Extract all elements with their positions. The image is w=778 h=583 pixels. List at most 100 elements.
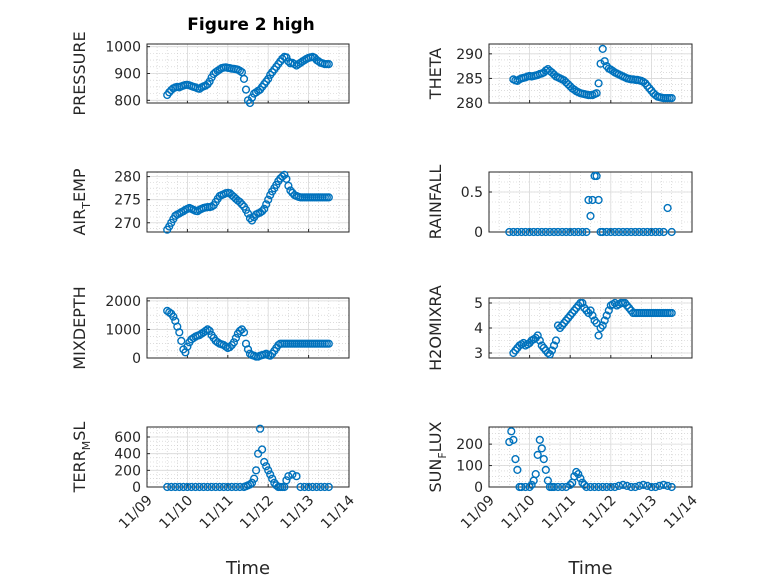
y-axis-label: H2OMIXRA bbox=[426, 285, 445, 371]
data-point bbox=[247, 93, 257, 102]
axes-frame bbox=[488, 43, 693, 104]
data-point bbox=[308, 482, 317, 492]
data-point bbox=[572, 467, 581, 477]
data-point bbox=[183, 342, 192, 351]
data-point bbox=[262, 349, 271, 358]
y-tick-label: 2000 bbox=[105, 294, 141, 310]
data-point bbox=[647, 227, 656, 237]
y-tick-label: 900 bbox=[114, 67, 141, 83]
data-point bbox=[598, 44, 607, 54]
data-point bbox=[239, 328, 249, 337]
data-point bbox=[582, 227, 591, 237]
figure-title: Figure 2 high bbox=[187, 15, 315, 35]
data-point bbox=[582, 482, 591, 492]
data-point bbox=[278, 172, 287, 181]
data-point bbox=[639, 480, 648, 490]
data-point bbox=[264, 195, 273, 204]
data-point bbox=[533, 227, 542, 237]
data-point bbox=[256, 424, 265, 433]
data-point bbox=[535, 435, 544, 445]
y-tick-label: 100 bbox=[456, 459, 483, 475]
data-point bbox=[324, 193, 333, 202]
data-point bbox=[237, 200, 247, 209]
data-point bbox=[316, 482, 325, 492]
data-point bbox=[574, 470, 583, 479]
data-point bbox=[614, 481, 624, 491]
data-point bbox=[268, 474, 277, 483]
y-tick-label: 800 bbox=[114, 93, 141, 109]
data-point bbox=[659, 480, 668, 490]
data-point bbox=[537, 227, 546, 237]
data-point bbox=[594, 79, 603, 88]
data-point bbox=[203, 482, 212, 492]
y-tick-label: 280 bbox=[114, 170, 141, 186]
data-point bbox=[163, 482, 172, 492]
data-point bbox=[551, 336, 561, 345]
y-tick-label: 200 bbox=[456, 437, 483, 453]
y-tick-label: 4 bbox=[474, 321, 483, 337]
data-point bbox=[231, 482, 241, 492]
data-point bbox=[525, 482, 534, 492]
data-point bbox=[631, 482, 640, 492]
data-point bbox=[300, 482, 309, 492]
axes-frame bbox=[488, 297, 693, 359]
data-point bbox=[167, 482, 176, 492]
data-point bbox=[533, 450, 542, 460]
data-point bbox=[247, 478, 257, 487]
data-point bbox=[588, 311, 597, 320]
y-tick-label: 275 bbox=[114, 193, 141, 209]
data-point bbox=[509, 435, 518, 445]
y-tick-label: 290 bbox=[456, 47, 483, 63]
data-point bbox=[645, 84, 654, 93]
data-point bbox=[177, 336, 186, 346]
y-axis-label: MIXDEPTH bbox=[70, 286, 89, 369]
y-tick-label: 600 bbox=[114, 430, 141, 446]
data-point bbox=[604, 306, 613, 315]
data-point bbox=[602, 227, 611, 237]
x-tick-label: 11/14 bbox=[318, 492, 358, 532]
data-point bbox=[320, 482, 329, 492]
data-point bbox=[663, 481, 672, 491]
data-point bbox=[191, 482, 200, 492]
data-point bbox=[639, 227, 648, 237]
subplot-pressure: 800 900 1000 PRESSURE bbox=[70, 31, 350, 116]
y-axis-label: SUNFLUX bbox=[426, 421, 449, 492]
data-point bbox=[578, 298, 587, 308]
data-point bbox=[659, 227, 668, 237]
data-point bbox=[292, 472, 301, 481]
data-point bbox=[505, 227, 514, 237]
data-point bbox=[622, 481, 632, 491]
data-point bbox=[243, 345, 253, 354]
data-point bbox=[509, 227, 518, 237]
data-point bbox=[517, 482, 526, 492]
data-point bbox=[235, 197, 245, 207]
data-point bbox=[171, 482, 180, 492]
data-point bbox=[525, 227, 534, 237]
data-point bbox=[517, 227, 526, 237]
subplot-h2omixra: 3 4 5 H2OMIXRA bbox=[426, 285, 693, 371]
data-point bbox=[561, 227, 571, 237]
y-tick-label: 5 bbox=[474, 296, 483, 312]
data-point bbox=[286, 186, 295, 195]
data-point bbox=[570, 85, 579, 94]
data-point bbox=[258, 445, 267, 454]
x-tick-label: 11/11 bbox=[197, 493, 237, 533]
y-axis-label: TERRMSL bbox=[70, 422, 93, 494]
data-point bbox=[241, 85, 251, 94]
data-point bbox=[549, 227, 559, 237]
data-point bbox=[606, 227, 615, 237]
data-point bbox=[608, 66, 617, 76]
data-point bbox=[667, 308, 676, 318]
data-point bbox=[231, 333, 241, 343]
x-tick-label: 11/13 bbox=[278, 493, 318, 533]
data-point bbox=[179, 207, 188, 216]
data-point bbox=[635, 227, 644, 237]
data-point bbox=[245, 480, 255, 489]
x-tick-label: 11/09 bbox=[116, 493, 156, 533]
data-point bbox=[207, 482, 216, 492]
data-point bbox=[304, 482, 313, 492]
data-point bbox=[547, 346, 557, 355]
y-tick-label: 285 bbox=[456, 71, 483, 87]
